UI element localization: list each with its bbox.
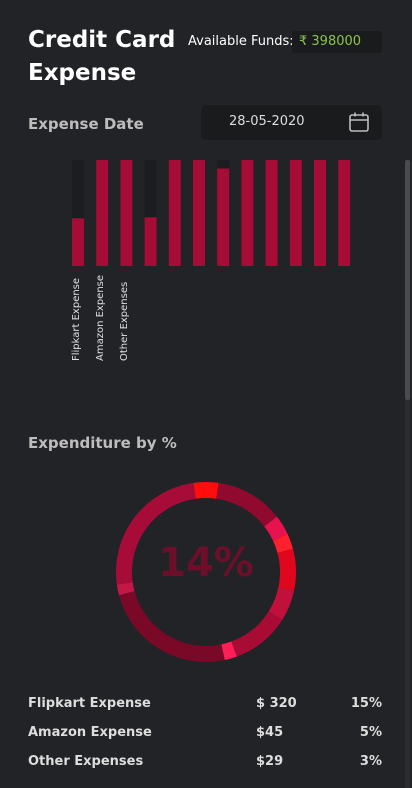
expense-date-picker[interactable]: 28-05-2020 <box>201 105 382 140</box>
bar-6 <box>217 168 230 266</box>
scrollbar-thumb[interactable] <box>405 160 410 400</box>
donut-segment-11 <box>193 482 206 499</box>
donut-segment-6 <box>231 611 283 657</box>
legend-name: Flipkart Expense <box>28 696 151 711</box>
bar-3 <box>144 217 157 266</box>
bar-11 <box>338 160 351 266</box>
donut-segment-8 <box>119 591 225 662</box>
calendar-icon[interactable] <box>348 111 370 133</box>
legend-name: Other Expenses <box>28 754 144 769</box>
bar-8 <box>265 160 278 266</box>
expense-date-label: Expense Date <box>28 115 144 133</box>
expense-date-value[interactable]: 28-05-2020 <box>229 114 305 129</box>
donut-segment-1 <box>216 482 277 527</box>
expenditure-section-title: Expenditure by % <box>28 434 177 452</box>
legend-percent: 5% <box>359 725 382 740</box>
legend-percent: 3% <box>359 754 382 769</box>
legend-amount: $ 320 <box>256 696 297 711</box>
bar-5 <box>193 160 205 266</box>
legend-amount: $45 <box>256 725 284 740</box>
donut-segment-5 <box>268 587 295 620</box>
donut-segment-10 <box>116 482 196 585</box>
legend-name: Amazon Expense <box>28 725 152 740</box>
donut-segment-3 <box>273 533 293 553</box>
legend-amount: $29 <box>256 754 284 769</box>
bar-label: Amazon Expense <box>95 274 107 361</box>
donut-segment-9 <box>116 582 135 596</box>
expenditure-donut-chart <box>116 482 296 662</box>
available-funds-value: ₹ 398000 <box>292 31 382 53</box>
bar-0 <box>72 218 84 266</box>
bar-1 <box>96 160 109 266</box>
bar-10 <box>314 160 326 266</box>
scrollbar-track[interactable] <box>405 160 410 788</box>
available-funds-label: Available Funds: <box>188 34 294 49</box>
donut-center-percent: 14% <box>158 540 254 586</box>
bar-label: Flipkart Expense <box>71 277 82 361</box>
bar-label: Other Expenses <box>119 281 131 361</box>
bar-9 <box>289 160 302 266</box>
donut-segment-2 <box>264 516 288 541</box>
bar-2 <box>120 160 133 266</box>
donut-segment-0 <box>206 482 219 499</box>
donut-segment-4 <box>277 548 296 591</box>
page-title: Credit Card Expense <box>28 27 176 86</box>
bar-7 <box>241 160 254 266</box>
expense-bar-chart <box>72 160 351 266</box>
legend-percent: 15% <box>350 696 382 711</box>
donut-segment-7 <box>221 641 237 661</box>
bar-4 <box>168 160 181 266</box>
